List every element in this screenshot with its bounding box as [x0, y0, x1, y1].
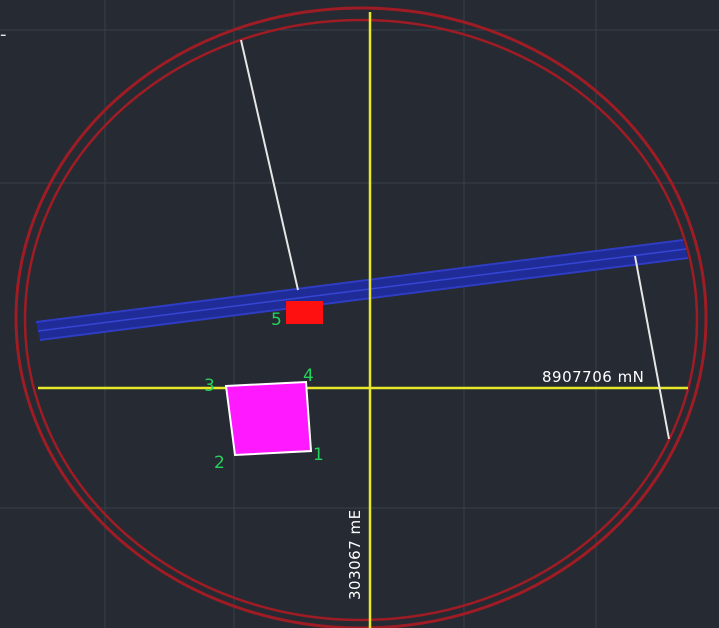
- vertex-label-5: 5: [271, 310, 282, 330]
- parcel-polygon[interactable]: [224, 380, 313, 457]
- road-centerline: [37, 248, 687, 332]
- vertex-label-2: 2: [214, 453, 225, 473]
- leader-line-right[interactable]: [634, 255, 670, 440]
- vertex-label-3: 3: [204, 376, 215, 396]
- road-edge-top: [35, 239, 684, 323]
- boundary-ring-inner: [23, 18, 699, 622]
- boundary-ring-outer: [14, 6, 708, 628]
- leader-line-left[interactable]: [240, 39, 299, 291]
- road-edge-bottom: [39, 257, 689, 341]
- corner-mark: -: [0, 24, 7, 45]
- northing-label: 8907706 mN: [542, 368, 644, 386]
- vertex-label-4: 4: [303, 366, 314, 386]
- structure-marker[interactable]: [286, 301, 323, 324]
- easting-label: 303067 mE: [346, 509, 364, 600]
- road-band[interactable]: [35, 239, 689, 341]
- boundary-circle[interactable]: [14, 6, 708, 628]
- vertex-label-1: 1: [313, 445, 324, 465]
